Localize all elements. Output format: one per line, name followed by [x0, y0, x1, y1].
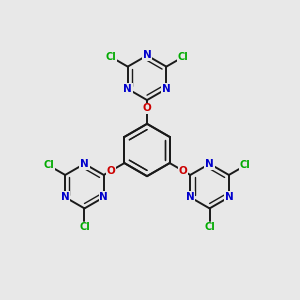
Text: N: N: [186, 192, 195, 202]
Text: N: N: [205, 159, 214, 169]
Text: N: N: [99, 192, 108, 202]
Text: O: O: [179, 166, 188, 176]
Text: N: N: [123, 84, 132, 94]
Text: Cl: Cl: [204, 222, 215, 233]
Text: Cl: Cl: [177, 52, 188, 62]
Text: Cl: Cl: [79, 222, 90, 233]
Text: O: O: [143, 103, 152, 113]
Text: Cl: Cl: [240, 160, 251, 170]
Text: N: N: [61, 192, 70, 202]
Text: Cl: Cl: [106, 52, 117, 62]
Text: N: N: [224, 192, 233, 202]
Text: Cl: Cl: [43, 160, 54, 170]
Text: N: N: [80, 159, 89, 169]
Text: N: N: [143, 50, 152, 61]
Text: N: N: [162, 84, 171, 94]
Text: O: O: [106, 166, 116, 176]
